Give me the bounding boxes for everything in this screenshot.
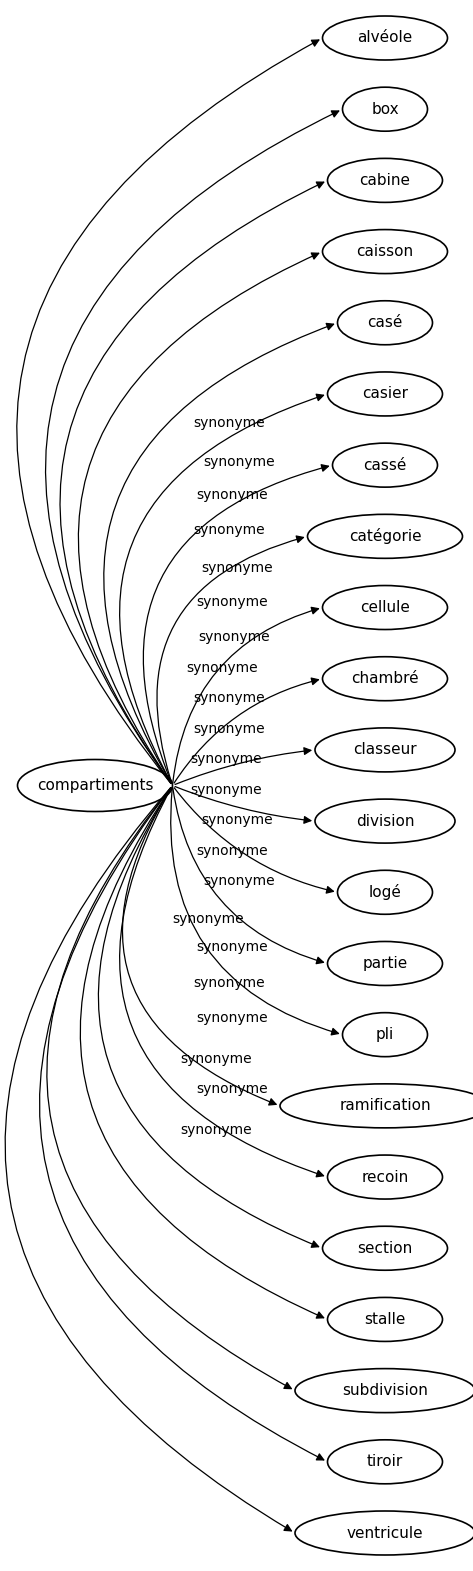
Text: synonyme: synonyme: [204, 456, 275, 468]
Text: logé: logé: [368, 884, 402, 900]
Text: classeur: classeur: [353, 743, 417, 757]
Text: synonyme: synonyme: [196, 844, 268, 858]
Text: recoin: recoin: [361, 1169, 409, 1185]
Text: compartiments: compartiments: [37, 778, 153, 793]
Text: ventricule: ventricule: [347, 1525, 423, 1541]
Text: cabine: cabine: [359, 173, 411, 189]
Text: synonyme: synonyme: [180, 1051, 252, 1065]
Text: synonyme: synonyme: [180, 1123, 252, 1137]
Text: casé: casé: [368, 316, 403, 330]
Text: synonyme: synonyme: [196, 489, 268, 503]
Text: chambré: chambré: [351, 671, 419, 687]
Text: ramification: ramification: [339, 1098, 431, 1114]
Text: synonyme: synonyme: [199, 630, 270, 644]
Text: synonyme: synonyme: [201, 814, 273, 828]
Text: catégorie: catégorie: [349, 528, 421, 544]
Text: pli: pli: [376, 1027, 394, 1042]
Text: casier: casier: [362, 386, 408, 402]
Text: box: box: [371, 102, 399, 116]
Text: synonyme: synonyme: [193, 416, 265, 430]
Text: synonyme: synonyme: [190, 753, 262, 767]
Text: cassé: cassé: [363, 457, 407, 473]
Text: stalle: stalle: [364, 1312, 406, 1327]
Text: synonyme: synonyme: [193, 721, 265, 735]
Text: subdivision: subdivision: [342, 1382, 428, 1398]
Text: synonyme: synonyme: [190, 782, 262, 796]
Text: synonyme: synonyme: [193, 523, 265, 537]
Text: synonyme: synonyme: [196, 939, 268, 954]
Text: section: section: [358, 1241, 412, 1255]
Text: synonyme: synonyme: [193, 691, 265, 705]
Text: synonyme: synonyme: [186, 661, 258, 674]
Text: synonyme: synonyme: [196, 1082, 268, 1097]
Text: partie: partie: [362, 957, 408, 971]
Text: synonyme: synonyme: [201, 561, 273, 575]
Text: caisson: caisson: [357, 244, 413, 259]
Text: synonyme: synonyme: [196, 595, 268, 610]
Text: synonyme: synonyme: [173, 911, 244, 925]
Text: synonyme: synonyme: [204, 875, 275, 888]
Text: synonyme: synonyme: [196, 1012, 268, 1026]
Text: division: division: [356, 814, 414, 828]
Text: alvéole: alvéole: [358, 30, 412, 46]
Text: tiroir: tiroir: [367, 1455, 403, 1469]
Text: synonyme: synonyme: [193, 976, 265, 990]
Text: cellule: cellule: [360, 600, 410, 614]
